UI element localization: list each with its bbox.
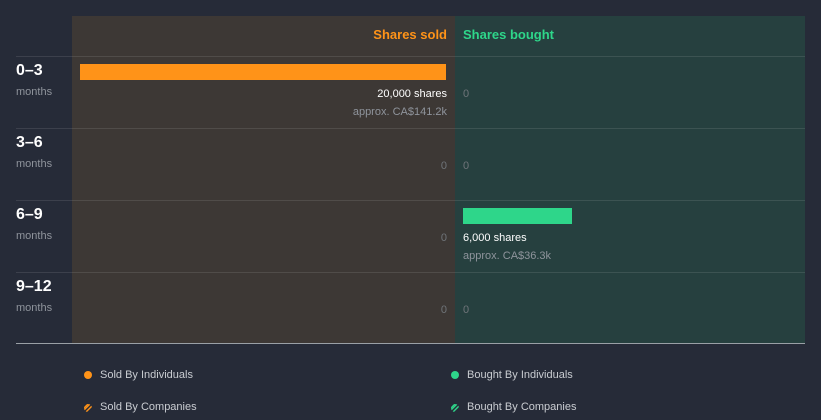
- period-unit: months: [16, 86, 53, 98]
- row-divider: [16, 272, 805, 273]
- bought-panel: [455, 16, 805, 343]
- sold-zero-value: 0: [440, 160, 447, 172]
- shares-bought-header: Shares bought: [463, 27, 555, 42]
- orange-hatched-dot-icon: [84, 403, 92, 412]
- sold-zero-value: 0: [440, 304, 447, 316]
- row-divider: [16, 56, 805, 57]
- period-label: 0–3: [16, 62, 43, 79]
- shares-sold-header: Shares sold: [373, 27, 447, 42]
- bought-zero-value: 0: [463, 304, 470, 316]
- period-unit: months: [16, 230, 53, 242]
- period-unit: months: [16, 158, 53, 170]
- green-dot-icon: [451, 371, 459, 379]
- legend-bought-individuals[interactable]: Bought By Individuals: [451, 369, 573, 381]
- bought-bar[interactable]: [463, 208, 572, 224]
- sold-approx-value: approx. CA$141.2k: [352, 106, 447, 118]
- row-divider: [16, 200, 805, 201]
- sold-zero-value: 0: [440, 232, 447, 244]
- bought-approx-value: approx. CA$36.3k: [463, 250, 552, 262]
- legend-label: Sold By Individuals: [100, 369, 193, 381]
- legend-label: Bought By Individuals: [467, 369, 573, 381]
- period-label: 9–12: [16, 278, 52, 295]
- bought-zero-value: 0: [463, 160, 470, 172]
- period-unit: months: [16, 302, 53, 314]
- sold-shares-value: 20,000 shares: [377, 88, 447, 100]
- legend-label: Bought By Companies: [467, 401, 577, 413]
- chart-baseline: [16, 343, 805, 344]
- legend-bought-companies[interactable]: Bought By Companies: [451, 401, 576, 413]
- bought-shares-value: 6,000 shares: [463, 232, 527, 244]
- legend-sold-companies[interactable]: Sold By Companies: [84, 401, 197, 413]
- green-hatched-dot-icon: [451, 403, 459, 412]
- legend-label: Sold By Companies: [100, 401, 197, 413]
- legend-sold-individuals[interactable]: Sold By Individuals: [84, 369, 193, 381]
- sold-bar[interactable]: [80, 64, 446, 80]
- orange-dot-icon: [84, 371, 92, 379]
- period-label: 3–6: [16, 134, 43, 151]
- period-label: 6–9: [16, 206, 43, 223]
- bought-zero-value: 0: [463, 88, 470, 100]
- row-divider: [16, 128, 805, 129]
